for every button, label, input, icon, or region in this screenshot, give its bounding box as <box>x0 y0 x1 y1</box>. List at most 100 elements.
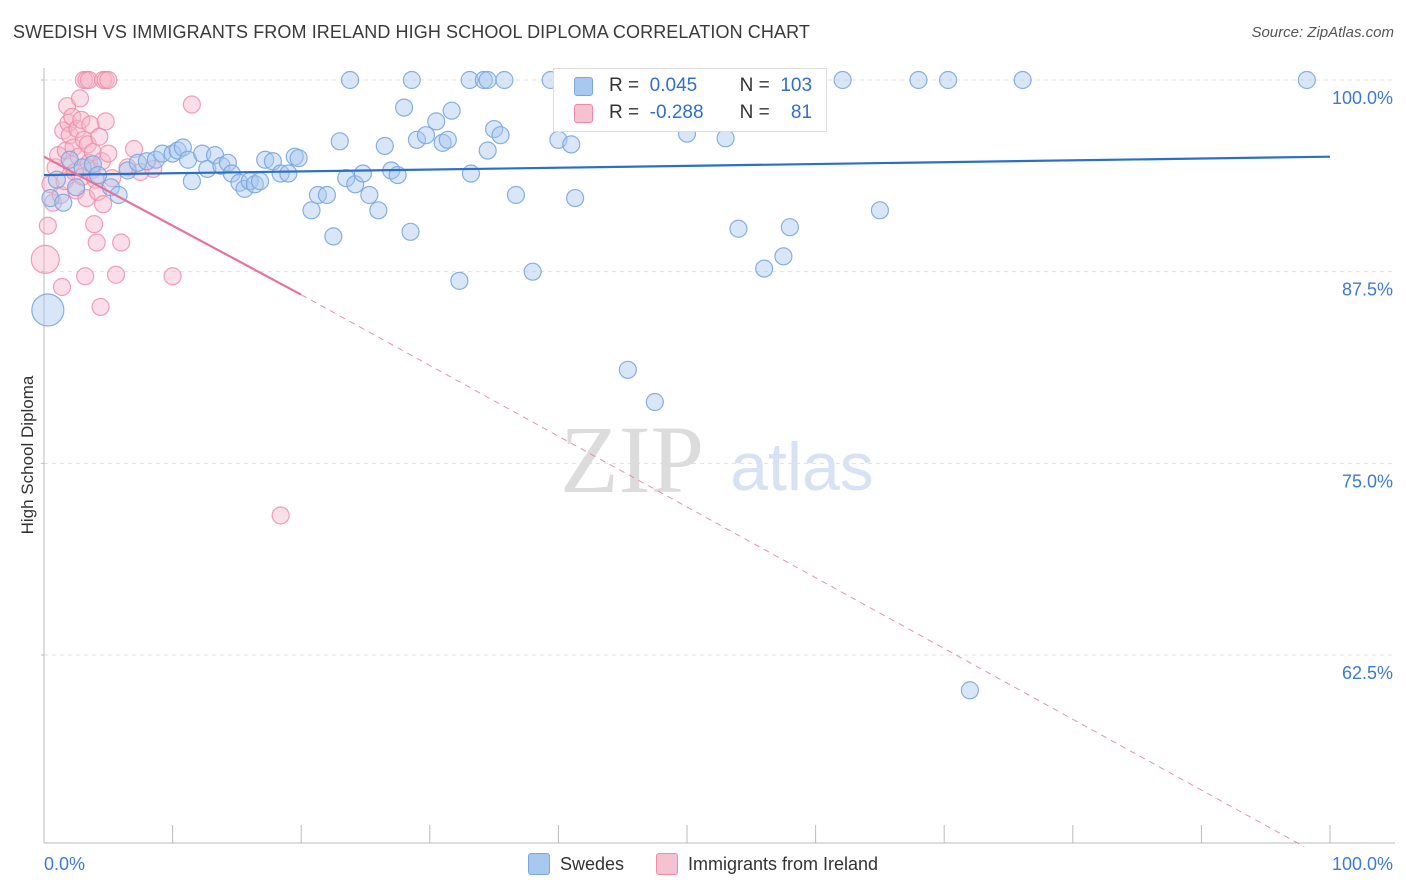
trend-line-ireland <box>43 155 302 296</box>
swedes-point-13 <box>137 152 156 171</box>
swedes-point-53 <box>407 130 427 149</box>
swedes-point-34 <box>271 164 290 183</box>
ireland-point-44 <box>112 233 131 252</box>
swedes-point-63 <box>491 126 510 145</box>
ireland-point-57 <box>99 70 118 90</box>
swedes-point-60 <box>461 164 481 183</box>
r-value-swedes: 0.045 <box>649 75 698 96</box>
swedes-point-35 <box>279 164 298 183</box>
stats-legend: R = 0.045 N = 103 R = -0.288 N = 81 <box>553 68 827 132</box>
series-ireland-points <box>30 70 290 525</box>
swedes-point-48 <box>375 136 394 156</box>
swedes-point-45 <box>353 164 373 183</box>
legend-label-ireland: Immigrants from Ireland <box>687 853 879 874</box>
swedes-point-12 <box>128 153 147 172</box>
stats-row-swedes: R = 0.045 N = 103 <box>574 73 812 99</box>
swedes-point-67 <box>562 135 581 154</box>
swedes-point-94 <box>1013 70 1032 90</box>
swedes-point-15 <box>153 144 172 163</box>
legend-item-swedes[interactable]: Swedes <box>527 853 624 875</box>
swedes-point-79 <box>340 70 360 90</box>
x-tick-label-0: 0.0% <box>44 854 85 874</box>
trend-line-ireland-extension <box>300 294 1305 848</box>
swedes-point-16 <box>163 144 182 163</box>
swedes-point-0 <box>31 293 65 327</box>
watermark: ZIP atlas <box>560 406 874 513</box>
n-label: N = <box>739 75 770 96</box>
ireland-point-0 <box>30 244 60 274</box>
stats-row-ireland: R = -0.288 N = 81 <box>574 100 812 126</box>
swedes-point-69 <box>618 360 637 379</box>
swedes-point-54 <box>416 126 436 145</box>
x-tick-label-1: 100.0% <box>1332 854 1393 874</box>
swedes-point-64 <box>506 185 526 205</box>
ireland-point-34 <box>87 233 106 252</box>
swedes-point-93 <box>938 70 958 90</box>
ireland-point-49 <box>163 267 182 286</box>
swedes-point-32 <box>256 150 275 169</box>
swedes-point-46 <box>360 185 379 205</box>
swedes-point-30 <box>245 175 265 194</box>
n-value-ireland: 81 <box>790 102 813 123</box>
y-tick-label-3: 100.0% <box>1332 88 1393 108</box>
trend-line-swedes <box>43 155 1331 177</box>
swedes-point-40 <box>317 185 337 205</box>
swedes-point-59 <box>450 271 469 290</box>
swedes-point-42 <box>330 132 349 151</box>
swedes-point-78 <box>960 681 980 700</box>
swedes-point-81 <box>460 70 479 90</box>
swedes-point-3 <box>54 193 73 212</box>
swedes-point-77 <box>870 201 890 220</box>
ireland-point-37 <box>91 297 110 317</box>
ireland-point-32 <box>85 215 104 234</box>
tick-labels: 62.5% 75.0% 87.5% 100.0% 0.0% 100.0% <box>44 88 1393 874</box>
y-tick-label-1: 75.0% <box>1342 471 1393 491</box>
legend-swatch-ireland <box>655 853 678 875</box>
trend-lines <box>43 155 1331 848</box>
swedes-point-41 <box>324 227 343 246</box>
swedes-point-31 <box>250 172 270 191</box>
swedes-point-47 <box>369 201 388 220</box>
swedes-point-25 <box>218 153 237 172</box>
swedes-point-17 <box>168 141 187 160</box>
ireland-point-22 <box>72 110 91 129</box>
swedes-point-75 <box>774 247 793 266</box>
swedes-point-83 <box>478 70 497 90</box>
swedes-point-84 <box>495 70 514 90</box>
ireland-point-39 <box>94 195 113 214</box>
swedes-point-20 <box>182 172 201 191</box>
ireland-point-7 <box>52 277 72 297</box>
swedes-point-73 <box>729 219 748 238</box>
ireland-point-29 <box>81 115 100 134</box>
swedes-point-91 <box>833 70 852 90</box>
ireland-point-36 <box>90 127 109 146</box>
swedes-point-95 <box>1297 70 1316 90</box>
r-value-ireland: -0.288 <box>649 102 704 123</box>
n-label: N = <box>739 102 770 123</box>
swedes-point-70 <box>645 392 664 412</box>
legend-label-swedes: Swedes <box>559 853 624 874</box>
swedes-point-58 <box>442 101 461 120</box>
legend-swatch-swedes <box>527 853 550 875</box>
r-label: R = <box>609 75 640 96</box>
legend-item-ireland[interactable]: Immigrants from Ireland <box>655 853 879 875</box>
ireland-point-46 <box>124 139 144 159</box>
swedes-point-92 <box>909 70 928 90</box>
swedes-point-5 <box>67 178 86 197</box>
ireland-point-41 <box>99 144 118 163</box>
swedes-point-43 <box>337 169 356 188</box>
ireland-point-50 <box>182 95 201 114</box>
ireland-point-40 <box>96 112 115 131</box>
chart-title: SWEDISH VS IMMIGRANTS FROM IRELAND HIGH … <box>13 22 810 42</box>
swatch-swedes <box>574 76 593 96</box>
swedes-point-76 <box>780 218 799 237</box>
swedes-point-52 <box>401 222 420 241</box>
swedes-point-38 <box>302 201 321 220</box>
watermark-zip: ZIP <box>560 406 704 513</box>
swedes-point-80 <box>402 70 421 90</box>
swedes-point-57 <box>438 130 457 149</box>
swedes-point-56 <box>433 133 452 152</box>
swedes-point-55 <box>427 112 446 131</box>
n-value-swedes: 103 <box>780 75 813 96</box>
